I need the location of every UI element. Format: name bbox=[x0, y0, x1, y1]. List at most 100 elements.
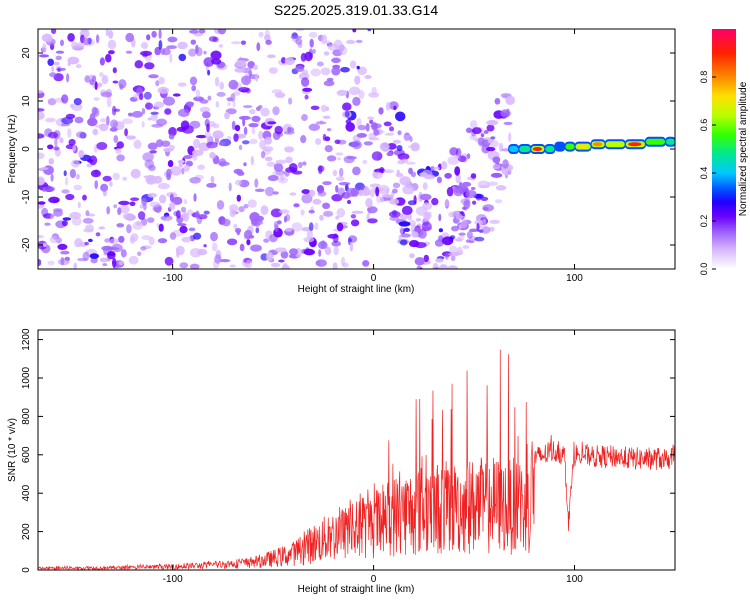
spectrogram-blob bbox=[131, 110, 143, 118]
spectrogram-blob bbox=[41, 33, 53, 43]
signal-core bbox=[577, 144, 588, 149]
spectrogram-blob bbox=[95, 232, 101, 237]
y-tick-label: 400 bbox=[21, 484, 32, 501]
spectrogram-blob bbox=[143, 91, 152, 100]
spectrogram-blob bbox=[402, 184, 415, 195]
spectrogram-blob bbox=[356, 133, 367, 138]
spectrogram-blob bbox=[375, 186, 380, 197]
snr-frame bbox=[37, 329, 676, 571]
spectrogram-blob bbox=[245, 259, 253, 269]
spectrogram-blob bbox=[289, 248, 298, 256]
spectrogram-blob bbox=[106, 206, 111, 215]
spectrogram-blob bbox=[230, 93, 236, 102]
spectrogram-blob bbox=[254, 178, 259, 188]
spectrogram-blob bbox=[470, 173, 477, 179]
spectrogram-blob bbox=[203, 57, 214, 67]
spectrogram-blob bbox=[38, 177, 45, 186]
spectrogram-blob bbox=[264, 34, 271, 42]
spectrogram-blob bbox=[362, 159, 368, 165]
spectrogram-blob bbox=[451, 225, 459, 232]
spectrogram-blob bbox=[168, 127, 177, 137]
spectrogram-blob bbox=[271, 89, 283, 94]
spectrogram-blob bbox=[166, 168, 172, 178]
spectrogram-blob bbox=[371, 151, 383, 161]
spectrogram-blob bbox=[233, 223, 238, 230]
spectrogram-blob bbox=[150, 111, 159, 115]
spectrogram-blob bbox=[205, 129, 211, 140]
spectrogram-blob bbox=[242, 105, 253, 109]
spectrogram-blob bbox=[71, 103, 83, 112]
spectrogram-blob bbox=[51, 66, 55, 72]
spectrogram-blob bbox=[300, 52, 307, 62]
spectrogram-blob bbox=[469, 228, 478, 233]
snr-line-path bbox=[38, 349, 675, 570]
spectrogram-blob bbox=[100, 118, 108, 123]
spectrogram-blob bbox=[98, 226, 106, 230]
spectrogram-blob bbox=[317, 165, 325, 172]
spectrogram-blob bbox=[332, 262, 338, 269]
spectrogram-blob bbox=[197, 214, 208, 220]
spectrogram-blob bbox=[469, 120, 478, 129]
spectrogram-blob bbox=[395, 111, 406, 122]
spectrogram-blob bbox=[141, 121, 145, 128]
spectrogram-blob bbox=[89, 155, 98, 166]
signal-core bbox=[566, 144, 573, 149]
spectrogram-blob bbox=[170, 166, 183, 176]
spectrogram-blob bbox=[457, 155, 467, 163]
spectrogram-blob bbox=[293, 203, 300, 208]
spectrogram-blob bbox=[344, 110, 350, 118]
spectrogram-blob bbox=[234, 124, 241, 132]
y-tick-label: 0 bbox=[21, 146, 32, 152]
chart-title: S225.2025.319.01.33.G14 bbox=[274, 2, 438, 18]
spectrogram-blob bbox=[354, 75, 361, 85]
spectrogram-blob bbox=[252, 64, 258, 71]
spectrogram-blob bbox=[254, 188, 265, 192]
spectrogram-blob bbox=[301, 227, 311, 232]
spectrogram-blob bbox=[183, 164, 190, 172]
spectrogram-y-ticks: -20 -10 0 10 20 bbox=[21, 47, 675, 252]
spectrogram-blob bbox=[94, 124, 104, 128]
spectrogram-blob bbox=[449, 147, 459, 156]
spectrogram-blob bbox=[218, 44, 223, 48]
spectrogram-blob bbox=[160, 48, 166, 56]
spectrogram-blob bbox=[332, 169, 338, 177]
spectrogram-blob bbox=[251, 115, 261, 122]
spectrogram-blob bbox=[386, 151, 394, 157]
spectrogram-blob bbox=[289, 192, 297, 196]
spectrogram-blob bbox=[155, 139, 164, 148]
spectrogram-blob bbox=[128, 255, 139, 265]
spectrogram-blob bbox=[142, 152, 154, 162]
spectrogram-blob bbox=[336, 222, 344, 232]
spectrogram-blob bbox=[181, 125, 194, 134]
spectrogram-blob bbox=[77, 201, 81, 209]
spectrogram-blob bbox=[458, 232, 466, 236]
spectrogram-blob bbox=[202, 111, 211, 119]
spectrogram-blob bbox=[62, 217, 72, 221]
spectrogram-blob bbox=[242, 140, 250, 145]
spectrogram-blob bbox=[462, 245, 470, 249]
spectrogram-blob bbox=[124, 128, 128, 137]
spectrogram-blob bbox=[102, 263, 108, 267]
spectrogram-blob bbox=[270, 208, 283, 218]
spectrogram-blob bbox=[87, 213, 96, 217]
spectrogram-blob bbox=[83, 37, 90, 46]
spectrogram-blob bbox=[51, 29, 57, 35]
spectrogram-blob bbox=[189, 76, 198, 86]
y-tick-label: -20 bbox=[21, 237, 32, 252]
spectrogram-blob bbox=[264, 136, 272, 145]
spectrogram-blob bbox=[339, 46, 348, 56]
spectrogram-blob bbox=[156, 223, 160, 228]
spectrogram-blob bbox=[164, 108, 172, 115]
spectrogram-blob bbox=[171, 196, 183, 205]
spectrogram-blob bbox=[65, 193, 75, 201]
spectrogram-blob bbox=[287, 126, 291, 134]
spectrogram-blob bbox=[322, 115, 331, 120]
spectrogram-blob bbox=[258, 130, 264, 140]
spectrogram-blob bbox=[255, 227, 260, 234]
spectrogram-blob bbox=[45, 117, 56, 123]
spectrogram-blob bbox=[151, 30, 157, 38]
spectrogram-blob bbox=[140, 246, 147, 251]
spectrogram-blob bbox=[94, 180, 98, 190]
spectrogram-blob bbox=[486, 181, 499, 186]
spectrogram-blob bbox=[481, 226, 491, 234]
